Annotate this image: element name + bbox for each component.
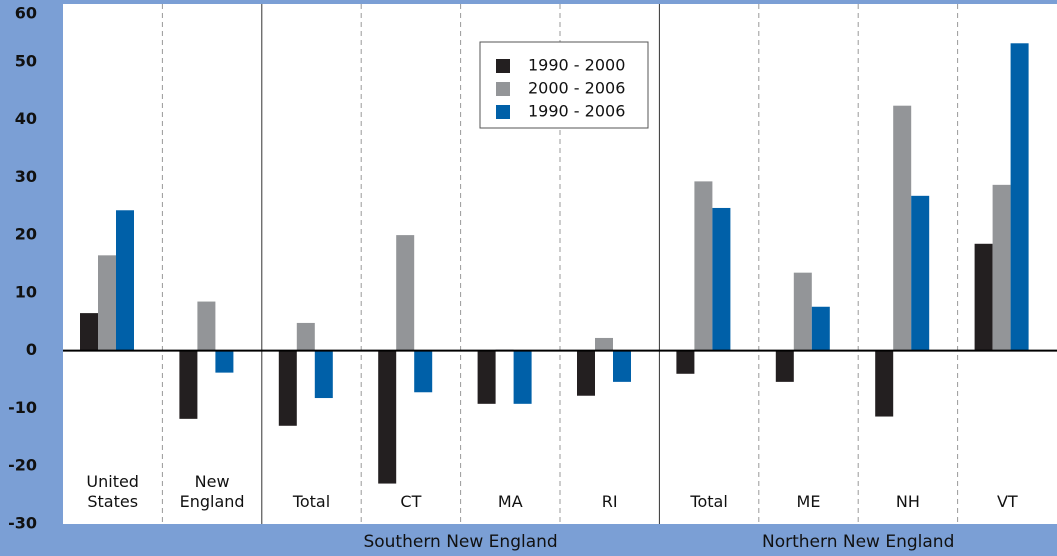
- bar: [179, 350, 198, 419]
- group-label: Southern New England: [363, 532, 558, 552]
- bar: [911, 195, 930, 351]
- y-tick-label: 30: [15, 167, 37, 186]
- legend-label: 2000 - 2006: [528, 79, 625, 98]
- y-tick-label: 10: [15, 282, 37, 301]
- bar: [98, 255, 116, 351]
- y-tick-label: 40: [15, 109, 37, 128]
- bar: [396, 235, 415, 351]
- bar: [613, 350, 631, 382]
- x-tick-label: MA: [497, 492, 523, 511]
- bar: [378, 350, 397, 484]
- y-tick-label: -10: [8, 398, 37, 417]
- bar: [676, 350, 695, 374]
- legend-label: 1990 - 2006: [528, 102, 625, 121]
- bar: [775, 350, 794, 382]
- bar: [577, 350, 595, 396]
- x-tick-label: VT: [996, 492, 1018, 511]
- bar: [793, 272, 812, 351]
- bar: [513, 350, 532, 404]
- bar: [1010, 43, 1029, 351]
- bar: [477, 350, 496, 404]
- y-tick-label: 60: [15, 4, 37, 23]
- bar: [992, 184, 1011, 351]
- bar: [595, 337, 613, 351]
- bar: [875, 350, 894, 417]
- bar: [694, 181, 713, 351]
- legend-swatch: [496, 82, 510, 96]
- bar: [296, 322, 315, 351]
- x-tick-label: RI: [601, 492, 618, 511]
- bar: [893, 105, 912, 351]
- bar: [414, 350, 433, 393]
- x-tick-label: United States: [86, 472, 139, 511]
- x-tick-label: ME: [796, 492, 821, 511]
- bar: [116, 210, 134, 351]
- legend-swatch: [496, 105, 510, 119]
- x-tick-label: Total: [292, 492, 331, 511]
- x-tick-label: NH: [895, 492, 920, 511]
- legend-swatch: [496, 59, 510, 73]
- legend-label: 1990 - 2000: [528, 56, 625, 75]
- bar: [80, 313, 98, 351]
- bar: [197, 301, 216, 351]
- bar: [278, 350, 297, 426]
- x-tick-label: New England: [179, 472, 245, 511]
- y-tick-label: 0: [26, 340, 37, 359]
- x-tick-label: Total: [690, 492, 728, 511]
- group-label: Northern New England: [762, 532, 955, 552]
- bar: [712, 207, 731, 351]
- bar: [215, 350, 234, 373]
- y-tick-label: 20: [15, 225, 37, 244]
- x-tick-label: CT: [400, 492, 422, 511]
- y-tick-label: 50: [15, 51, 37, 70]
- bar: [811, 306, 830, 351]
- y-tick-label: -30: [8, 514, 37, 533]
- bar: [314, 350, 333, 399]
- bar: [974, 243, 993, 351]
- y-tick-label: -20: [8, 456, 37, 475]
